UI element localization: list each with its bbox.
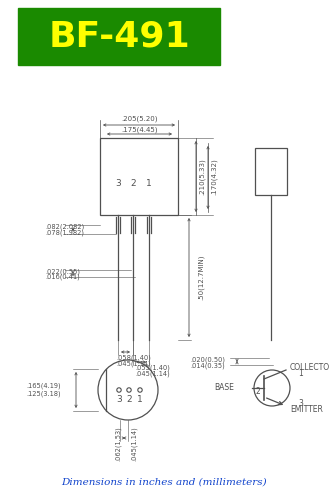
- Bar: [255, 148, 287, 195]
- Text: 1: 1: [298, 370, 303, 378]
- Bar: [18, 8, 220, 65]
- Text: 1: 1: [137, 396, 143, 404]
- Text: 3: 3: [116, 396, 122, 404]
- Text: .170(4.32): .170(4.32): [211, 158, 217, 195]
- Text: 2: 2: [126, 396, 132, 404]
- Text: .165(4.19): .165(4.19): [26, 383, 61, 389]
- Text: .016(0.41): .016(0.41): [45, 274, 80, 280]
- Text: .205(5.20): .205(5.20): [121, 116, 157, 122]
- Text: .125(3.18): .125(3.18): [26, 391, 61, 397]
- Text: .210(5.33): .210(5.33): [199, 158, 206, 195]
- Text: .020(0.50): .020(0.50): [190, 357, 225, 363]
- Text: 2: 2: [256, 386, 261, 396]
- Text: .055(1.40): .055(1.40): [135, 365, 170, 371]
- Text: .058(1.40): .058(1.40): [116, 355, 151, 361]
- Text: 1: 1: [146, 178, 152, 188]
- Text: .062(1.53): .062(1.53): [115, 426, 121, 462]
- Text: .082(2.082): .082(2.082): [45, 224, 84, 230]
- Text: Dimensions in inches and (millimeters): Dimensions in inches and (millimeters): [61, 478, 267, 486]
- Text: .022(0.55): .022(0.55): [45, 269, 80, 275]
- Text: .045(1.14): .045(1.14): [116, 361, 151, 367]
- Text: .175(4.45): .175(4.45): [121, 126, 157, 133]
- Text: BASE: BASE: [214, 384, 234, 392]
- Text: .50(12.7MIN): .50(12.7MIN): [198, 255, 205, 300]
- Text: EMITTER: EMITTER: [290, 406, 323, 414]
- Text: .045(1.14): .045(1.14): [135, 371, 170, 377]
- Text: 2: 2: [130, 178, 136, 188]
- Text: 3: 3: [115, 178, 121, 188]
- Text: .014(0.35): .014(0.35): [190, 363, 225, 369]
- Bar: [100, 138, 178, 215]
- Text: 3: 3: [298, 400, 303, 408]
- Text: BF-491: BF-491: [48, 20, 190, 54]
- Text: .078(1.982): .078(1.982): [45, 230, 84, 236]
- Text: COLLECTOR: COLLECTOR: [290, 364, 329, 372]
- Text: .045(1.14): .045(1.14): [131, 426, 137, 462]
